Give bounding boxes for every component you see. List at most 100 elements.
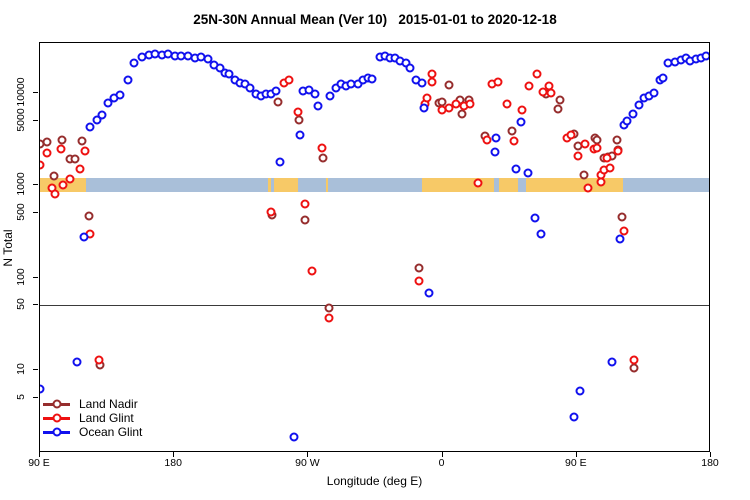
data-point-ocean-glint <box>658 73 668 83</box>
legend-item-land-glint: Land Glint <box>43 411 142 425</box>
data-point-ocean-glint <box>129 58 139 68</box>
data-point-ocean-glint <box>367 74 377 84</box>
data-point-ocean-glint <box>615 234 625 244</box>
y-tick-label: 1000 <box>15 172 27 196</box>
y-tick-label: 100 <box>15 267 27 286</box>
data-point-ocean-glint <box>417 78 427 88</box>
legend-swatch <box>43 399 70 409</box>
data-point-ocean-glint <box>701 51 709 61</box>
plot-area: Land Nadir Land Glint Ocean Glint <box>39 42 710 452</box>
y-axis-tick <box>33 304 38 306</box>
data-point-land-glint <box>444 103 454 113</box>
data-point-land-glint <box>40 160 45 170</box>
legend-swatch <box>43 413 70 423</box>
data-point-land-glint <box>613 146 623 156</box>
data-point-ocean-glint <box>203 54 213 64</box>
data-point-land-glint <box>580 139 590 149</box>
circle-marker-icon <box>52 413 61 423</box>
map-band-water-segment <box>270 178 274 192</box>
data-point-ocean-glint <box>313 101 323 111</box>
data-point-ocean-glint <box>491 133 501 143</box>
data-point-land-nadir <box>294 115 304 125</box>
x-axis-tick <box>575 452 577 457</box>
data-point-ocean-glint <box>40 384 45 394</box>
x-axis-title: Longitude (deg E) <box>326 474 423 488</box>
x-axis-tick <box>307 452 309 457</box>
data-point-land-glint <box>284 75 294 85</box>
data-point-ocean-glint <box>79 232 89 242</box>
data-point-land-glint <box>324 313 334 323</box>
data-point-ocean-glint <box>622 116 632 126</box>
x-axis-tick <box>173 452 175 457</box>
data-point-ocean-glint <box>490 147 500 157</box>
data-point-land-glint <box>602 153 612 163</box>
y-tick-label: 50 <box>15 298 27 311</box>
data-point-ocean-glint <box>536 229 546 239</box>
data-point-land-nadir <box>437 97 447 107</box>
data-point-land-nadir <box>49 171 59 181</box>
data-point-ocean-glint <box>289 432 299 442</box>
data-point-ocean-glint <box>405 63 415 73</box>
legend-label: Ocean Glint <box>79 425 143 439</box>
y-axis-tick <box>33 119 38 121</box>
y-tick-label: 10 <box>15 363 27 375</box>
data-point-ocean-glint <box>215 63 225 73</box>
data-point-land-glint <box>592 143 602 153</box>
data-point-ocean-glint <box>92 115 102 125</box>
data-point-land-glint <box>56 144 66 154</box>
data-point-land-nadir <box>70 154 80 164</box>
data-point-ocean-glint <box>295 130 305 140</box>
data-point-land-nadir <box>57 135 67 145</box>
legend-item-land-nadir: Land Nadir <box>43 397 142 411</box>
data-point-land-glint <box>266 207 276 217</box>
x-tick-label: 90 W <box>295 457 320 469</box>
data-point-land-nadir <box>444 80 454 90</box>
data-point-land-glint <box>307 266 317 276</box>
y-axis-tick <box>33 276 38 278</box>
data-point-land-glint <box>465 99 475 109</box>
y-tick-label: 500 <box>15 203 27 221</box>
data-point-land-glint <box>80 146 90 156</box>
data-point-land-glint <box>546 88 556 98</box>
data-point-land-glint <box>583 183 593 193</box>
legend: Land Nadir Land Glint Ocean Glint <box>43 397 142 439</box>
data-point-ocean-glint <box>115 90 125 100</box>
map-band-land-segment <box>498 178 518 192</box>
map-band-land-segment <box>325 178 328 192</box>
legend-label: Land Nadir <box>79 397 138 411</box>
data-point-land-glint <box>75 164 85 174</box>
map-band-land-segment <box>422 178 495 192</box>
data-point-land-glint <box>473 178 483 188</box>
y-tick-label: 5 <box>15 393 27 400</box>
data-point-land-glint <box>566 130 576 140</box>
y-axis-tick <box>33 396 38 398</box>
map-band-water-segment <box>623 178 709 192</box>
x-tick-label: 90 E <box>28 457 50 469</box>
data-point-land-glint <box>482 135 492 145</box>
data-point-ocean-glint <box>310 89 320 99</box>
data-point-land-glint <box>605 163 615 173</box>
map-band-water-segment <box>297 178 326 192</box>
x-tick-label: 180 <box>701 457 719 469</box>
data-point-land-glint <box>317 143 327 153</box>
circle-marker-icon <box>52 427 61 437</box>
x-axis-tick <box>39 452 40 457</box>
data-point-land-glint <box>619 226 629 236</box>
data-point-ocean-glint <box>607 357 617 367</box>
data-point-ocean-glint <box>523 168 533 178</box>
data-point-land-glint <box>414 276 424 286</box>
x-tick-label: 0 <box>438 457 445 469</box>
data-point-land-nadir <box>318 153 328 163</box>
data-point-ocean-glint <box>245 83 255 93</box>
data-point-land-glint <box>422 93 432 103</box>
y-axis-title: N Total <box>1 229 15 267</box>
data-point-ocean-glint <box>97 110 107 120</box>
reference-line <box>40 305 709 307</box>
data-point-ocean-glint <box>424 288 434 298</box>
circle-marker-icon <box>52 399 61 409</box>
data-point-land-nadir <box>414 263 424 273</box>
data-point-land-glint <box>532 69 542 79</box>
legend-swatch <box>43 427 70 437</box>
map-band-water-segment <box>327 178 423 192</box>
data-point-ocean-glint <box>275 157 285 167</box>
